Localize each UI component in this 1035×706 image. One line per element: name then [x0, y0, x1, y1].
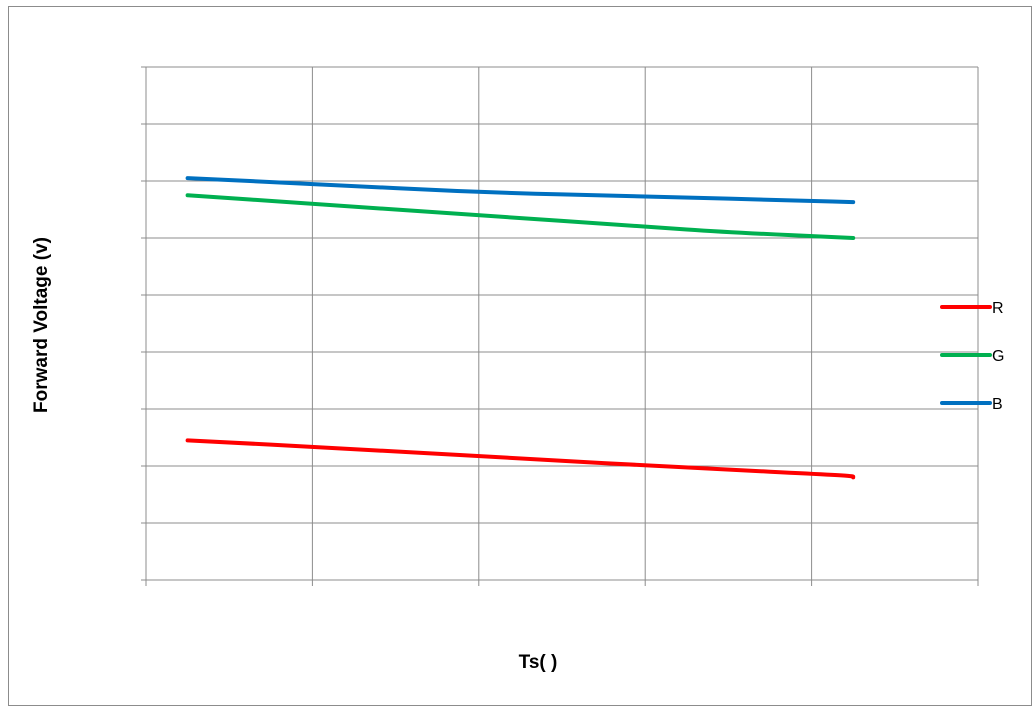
series-line-r — [185, 438, 856, 480]
x-axis-label: Ts( ) — [519, 652, 558, 673]
axes — [141, 66, 979, 586]
y-axis-label: Forward Voltage (v) — [31, 237, 52, 413]
chart-frame — [8, 6, 1032, 706]
grid — [145, 66, 979, 581]
legend: R G B — [940, 300, 1004, 413]
series-group — [185, 176, 856, 480]
series-line-b — [185, 176, 856, 205]
legend-label-g: G — [992, 348, 1004, 365]
legend-label-b: B — [992, 396, 1003, 413]
series-line-g — [185, 193, 856, 240]
legend-label-r: R — [992, 300, 1004, 317]
